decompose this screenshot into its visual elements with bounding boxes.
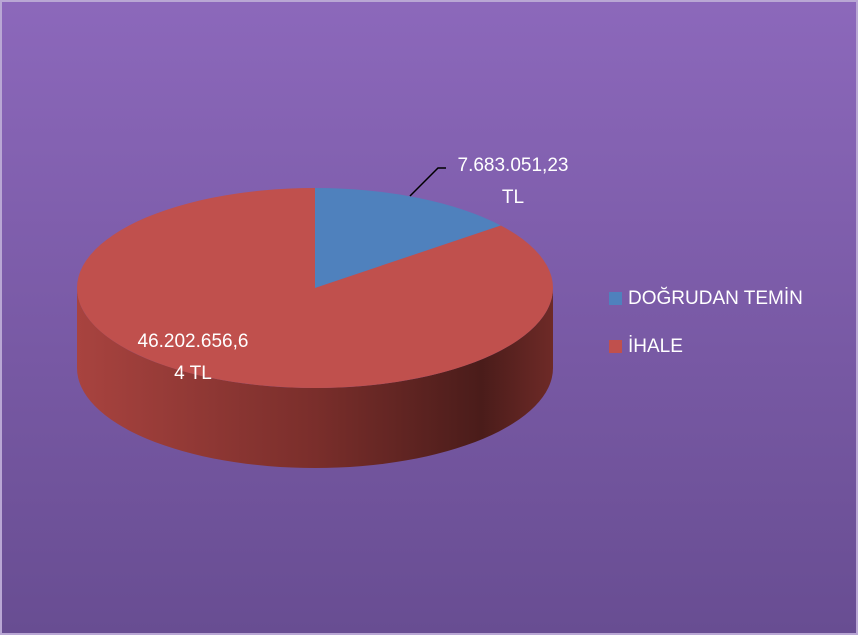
- pie-slice: [315, 188, 501, 288]
- legend-label: DOĞRUDAN TEMİN: [628, 287, 803, 309]
- legend-swatch: [609, 340, 622, 353]
- legend-swatch: [609, 292, 622, 305]
- data-label: 46.202.656,64 TL: [137, 331, 249, 384]
- pie-side: [77, 288, 553, 468]
- data-label: 7.683.051,23 TL: [457, 155, 569, 208]
- legend-label: İHALE: [628, 336, 683, 357]
- leader-line: [409, 167, 446, 197]
- pie-slice: [77, 188, 554, 388]
